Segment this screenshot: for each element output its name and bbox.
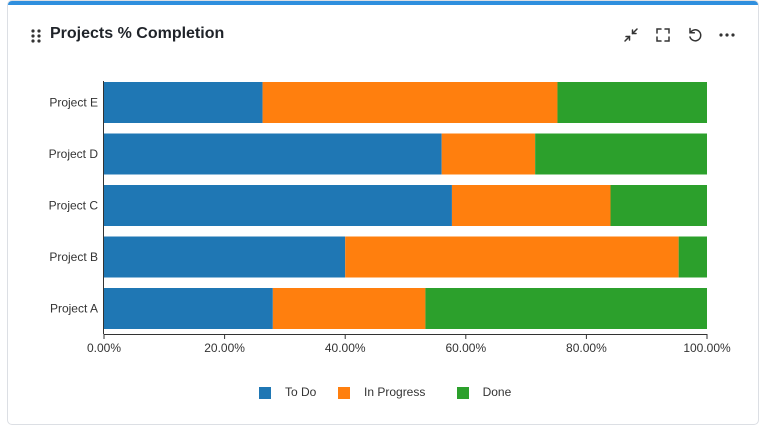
stacked-bar-chart: Project A Project B Project C Project D Proj… (49, 81, 731, 355)
chart-area: Project A Project B Project C Project D Proj… (8, 61, 758, 424)
legend-label: Done (482, 385, 512, 399)
refresh-icon[interactable] (684, 24, 706, 46)
legend-swatch (338, 387, 350, 399)
widget-header: Projects % Completion (8, 5, 758, 61)
x-tick-label: 60.00% (445, 341, 486, 355)
y-tick-label: Project E (49, 96, 98, 110)
bar-to-do-project-e[interactable] (104, 82, 263, 123)
x-tick-label: 100.00% (683, 341, 731, 355)
bar-to-do-project-c[interactable] (104, 185, 452, 226)
bar-done-project-e[interactable] (557, 82, 707, 123)
bar-in-progress-project-e[interactable] (262, 82, 558, 123)
fullscreen-icon[interactable] (652, 24, 674, 46)
x-tick-label: 80.00% (566, 341, 607, 355)
bar-in-progress-project-b[interactable] (345, 236, 679, 278)
legend-swatch (259, 387, 271, 399)
x-tick-label: 40.00% (325, 341, 366, 355)
x-tick-label: 0.00% (87, 341, 121, 355)
legend-label: In Progress (364, 385, 426, 399)
bar-done-project-d[interactable] (535, 133, 707, 175)
bar-done-project-c[interactable] (610, 185, 707, 226)
chart-widget-card: Projects % Completion Project A Project B… (7, 0, 759, 425)
y-tick-label: Project B (49, 250, 98, 264)
legend-swatch (456, 387, 469, 399)
legend-label: To Do (285, 385, 317, 399)
bar-done-project-a[interactable] (425, 288, 707, 329)
x-tick-label: 20.00% (204, 341, 245, 355)
bar-in-progress-project-d[interactable] (441, 133, 536, 175)
widget-title: Projects % Completion (50, 25, 225, 42)
drag-handle-icon[interactable] (30, 28, 42, 44)
bar-done-project-b[interactable] (678, 236, 707, 278)
bar-to-do-project-a[interactable] (104, 288, 273, 329)
y-tick-label: Project A (50, 302, 98, 316)
more-options-icon[interactable] (716, 24, 738, 46)
chart-legend: To Do In Progress Done (8, 384, 758, 404)
y-tick-label: Project C (49, 199, 99, 213)
widget-accent-bar (8, 1, 758, 5)
bar-in-progress-project-c[interactable] (451, 185, 611, 226)
y-tick-label: Project D (49, 147, 99, 161)
bar-to-do-project-d[interactable] (104, 133, 442, 175)
bar-in-progress-project-a[interactable] (272, 288, 426, 329)
minimize-icon[interactable] (620, 24, 642, 46)
bar-to-do-project-b[interactable] (104, 236, 346, 278)
